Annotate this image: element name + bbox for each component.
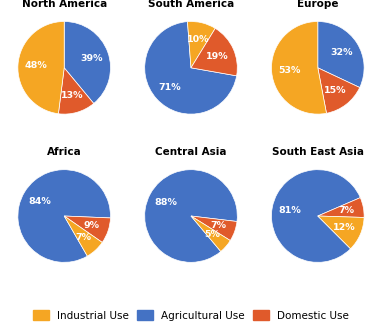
Wedge shape xyxy=(64,216,102,256)
Text: 19%: 19% xyxy=(206,51,228,60)
Wedge shape xyxy=(191,216,237,241)
Text: 88%: 88% xyxy=(154,198,177,207)
Title: Africa: Africa xyxy=(47,147,82,157)
Text: 32%: 32% xyxy=(331,48,353,57)
Text: 9%: 9% xyxy=(83,221,99,230)
Text: 81%: 81% xyxy=(278,206,301,215)
Text: 7%: 7% xyxy=(210,221,226,230)
Wedge shape xyxy=(272,170,360,262)
Text: 84%: 84% xyxy=(28,197,51,206)
Wedge shape xyxy=(191,216,230,251)
Text: 7%: 7% xyxy=(338,206,354,215)
Title: Europe: Europe xyxy=(297,0,338,9)
Title: Central Asia: Central Asia xyxy=(155,147,227,157)
Legend: Industrial Use, Agricultural Use, Domestic Use: Industrial Use, Agricultural Use, Domest… xyxy=(29,306,353,325)
Text: 13%: 13% xyxy=(61,91,83,100)
Wedge shape xyxy=(188,21,215,68)
Wedge shape xyxy=(145,170,237,262)
Wedge shape xyxy=(318,198,364,217)
Title: South America: South America xyxy=(148,0,234,9)
Text: 48%: 48% xyxy=(24,61,47,71)
Title: South East Asia: South East Asia xyxy=(272,147,364,157)
Text: 71%: 71% xyxy=(159,82,181,92)
Wedge shape xyxy=(145,22,236,114)
Text: 53%: 53% xyxy=(278,66,300,75)
Text: 39%: 39% xyxy=(80,53,102,63)
Wedge shape xyxy=(191,28,237,76)
Text: 7%: 7% xyxy=(76,233,92,242)
Wedge shape xyxy=(64,21,110,104)
Wedge shape xyxy=(318,21,364,87)
Wedge shape xyxy=(58,68,94,114)
Wedge shape xyxy=(18,170,110,262)
Wedge shape xyxy=(64,216,110,243)
Wedge shape xyxy=(272,21,327,114)
Wedge shape xyxy=(318,68,360,113)
Text: 12%: 12% xyxy=(333,223,356,232)
Wedge shape xyxy=(18,21,64,114)
Text: 15%: 15% xyxy=(324,86,346,95)
Title: North America: North America xyxy=(21,0,107,9)
Text: 10%: 10% xyxy=(186,35,209,44)
Wedge shape xyxy=(318,216,364,249)
Text: 5%: 5% xyxy=(205,230,221,239)
